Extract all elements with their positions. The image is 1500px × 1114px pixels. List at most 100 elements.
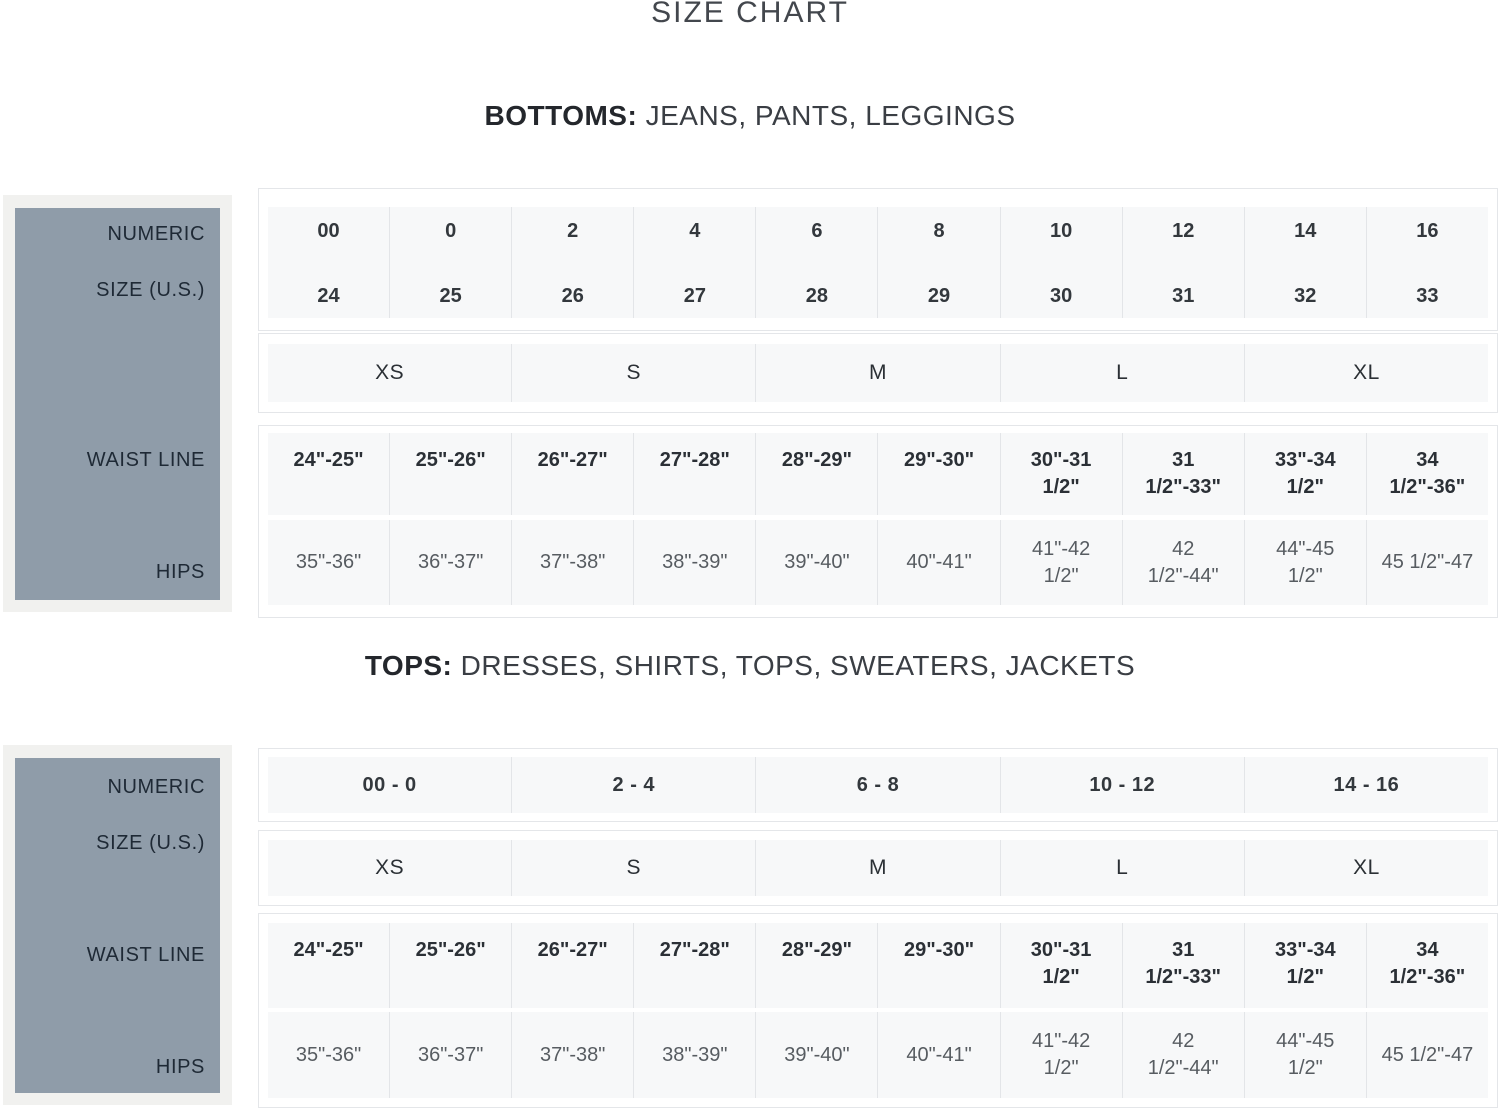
bottoms-heading: BOTTOMS: JEANS, PANTS, LEGGINGS [0, 99, 1500, 133]
bottoms-heading-category: BOTTOMS: [484, 100, 638, 131]
bottoms-measurements: 24"-25" 25"-26" 26"-27" 27"-28" 28"-29" … [258, 425, 1498, 618]
denim-size-value: 33 [1416, 285, 1439, 307]
hips-label: HIPS [155, 1056, 205, 1078]
numeric-size-cell: 14 32 [1243, 207, 1366, 318]
numeric-size-cell: 16 33 [1365, 207, 1488, 318]
hips-cell: 45 1/2"-47 [1365, 520, 1488, 605]
denim-size-value: 31 [1172, 285, 1195, 307]
numeric-size-cell: 10 30 [999, 207, 1122, 318]
numeric-size-value: 0 [445, 220, 457, 242]
hips-cell: 35"-36" [268, 1012, 390, 1098]
waist-cell: 33"-34 1/2" [1243, 923, 1366, 1008]
waist-cell: 31 1/2"-33" [1121, 923, 1244, 1008]
hips-cell: 38"-39" [633, 520, 756, 605]
hips-cell: 36"-37" [389, 520, 512, 605]
bottoms-heading-items: JEANS, PANTS, LEGGINGS [637, 100, 1016, 131]
numeric-size-cell: 0 25 [389, 207, 512, 318]
numeric-size-value: 10 [1049, 220, 1073, 242]
waist-cell: 33"-34 1/2" [1243, 433, 1366, 515]
waist-cell: 29"-30" [877, 433, 1000, 515]
hips-cell: 37"-38" [511, 1012, 634, 1098]
tops-numeric-row: 00 - 0 2 - 4 6 - 8 10 - 12 14 - 16 [258, 748, 1498, 822]
waist-line-label: WAIST LINE [86, 944, 205, 966]
denim-size-value: 28 [805, 285, 829, 307]
numeric-size-value: 6 [811, 220, 823, 242]
waist-cell: 26"-27" [511, 433, 634, 515]
numeric-range-cell: 10 - 12 [999, 757, 1244, 813]
denim-size-value: 25 [439, 285, 462, 307]
hips-cell: 45 1/2"-47 [1365, 1012, 1488, 1098]
waist-cell: 24"-25" [268, 433, 390, 515]
hips-cell: 41"-42 1/2" [999, 520, 1122, 605]
letter-size-cell: M [755, 840, 1000, 896]
bottoms-waist-row: 24"-25" 25"-26" 26"-27" 27"-28" 28"-29" … [268, 433, 1488, 515]
waist-cell: 27"-28" [633, 433, 756, 515]
hips-cell: 42 1/2"-44" [1121, 520, 1244, 605]
numeric-range-cell: 6 - 8 [755, 757, 1000, 813]
letter-size-cell: S [511, 840, 756, 896]
numeric-range-cell: 00 - 0 [268, 757, 512, 813]
denim-size-value: 32 [1294, 285, 1317, 307]
tops-letter-size-row: XS S M L XL [258, 830, 1498, 906]
bottoms-sidebar-frame: NUMERIC SIZE (U.S.) WAIST LINE HIPS [3, 195, 232, 612]
waist-cell: 30"-31 1/2" [999, 433, 1122, 515]
bottoms-letter-size-row: XS S M L XL [258, 333, 1498, 413]
waist-cell: 31 1/2"-33" [1121, 433, 1244, 515]
numeric-size-label-line2: SIZE (U.S.) [96, 279, 205, 301]
numeric-size-cell: 4 27 [633, 207, 756, 318]
numeric-size-value: 12 [1172, 220, 1195, 242]
numeric-size-cell: 2 26 [511, 207, 634, 318]
denim-size-value: 29 [927, 285, 951, 307]
numeric-size-value: 2 [567, 220, 579, 242]
hips-cell: 35"-36" [268, 520, 390, 605]
numeric-size-label-line1: NUMERIC [107, 223, 205, 245]
hips-cell: 41"-42 1/2" [999, 1012, 1122, 1098]
hips-cell: 37"-38" [511, 520, 634, 605]
waist-cell: 24"-25" [268, 923, 390, 1008]
waist-cell: 25"-26" [389, 433, 512, 515]
hips-cell: 40"-41" [877, 1012, 1000, 1098]
numeric-size-cell: 00 24 [268, 207, 390, 318]
letter-size-cell: XS [268, 344, 512, 402]
waist-cell: 25"-26" [389, 923, 512, 1008]
waist-cell: 30"-31 1/2" [999, 923, 1122, 1008]
numeric-size-value: 16 [1416, 220, 1439, 242]
tops-heading: TOPS: DRESSES, SHIRTS, TOPS, SWEATERS, J… [0, 649, 1500, 683]
tops-sidebar-frame: NUMERIC SIZE (U.S.) WAIST LINE HIPS [3, 745, 232, 1105]
tops-sidebar-panel: NUMERIC SIZE (U.S.) WAIST LINE HIPS [15, 758, 220, 1093]
denim-size-value: 26 [561, 285, 584, 307]
hips-cell: 36"-37" [389, 1012, 512, 1098]
waist-cell: 28"-29" [755, 923, 878, 1008]
hips-cell: 40"-41" [877, 520, 1000, 605]
waist-cell: 27"-28" [633, 923, 756, 1008]
hips-cell: 39"-40" [755, 1012, 878, 1098]
letter-size-cell: L [999, 840, 1244, 896]
bottoms-sidebar-panel: NUMERIC SIZE (U.S.) WAIST LINE HIPS [15, 208, 220, 600]
waist-cell: 28"-29" [755, 433, 878, 515]
numeric-size-cell: 12 31 [1121, 207, 1244, 318]
bottoms-numeric-row: 00 24 0 25 2 26 4 27 6 28 8 29 10 30 12 31 14 32 … [258, 188, 1498, 331]
letter-size-cell: XL [1243, 344, 1489, 402]
bottoms-hips-row: 35"-36" 36"-37" 37"-38" 38"-39" 39"-40" … [268, 520, 1488, 605]
tops-hips-row: 35"-36" 36"-37" 37"-38" 38"-39" 39"-40" … [268, 1012, 1488, 1098]
denim-size-value: 30 [1049, 285, 1073, 307]
waist-cell: 29"-30" [877, 923, 1000, 1008]
letter-size-cell: S [511, 344, 756, 402]
tops-waist-row: 24"-25" 25"-26" 26"-27" 27"-28" 28"-29" … [268, 923, 1488, 1008]
numeric-size-value: 8 [933, 220, 945, 242]
letter-size-cell: XL [1243, 840, 1489, 896]
numeric-range-cell: 14 - 16 [1243, 757, 1489, 813]
waist-cell: 34 1/2"-36" [1365, 433, 1488, 515]
waist-line-label: WAIST LINE [86, 449, 205, 471]
page-title: SIZE CHART [651, 0, 849, 29]
denim-size-value: 24 [317, 285, 340, 307]
numeric-size-label-line1: NUMERIC [107, 776, 205, 798]
letter-size-cell: XS [268, 840, 512, 896]
letter-size-cell: M [755, 344, 1000, 402]
tops-heading-items: DRESSES, SHIRTS, TOPS, SWEATERS, JACKETS [452, 650, 1136, 681]
numeric-size-value: 14 [1294, 220, 1317, 242]
letter-size-cell: L [999, 344, 1244, 402]
numeric-size-cell: 8 29 [877, 207, 1000, 318]
hips-cell: 39"-40" [755, 520, 878, 605]
